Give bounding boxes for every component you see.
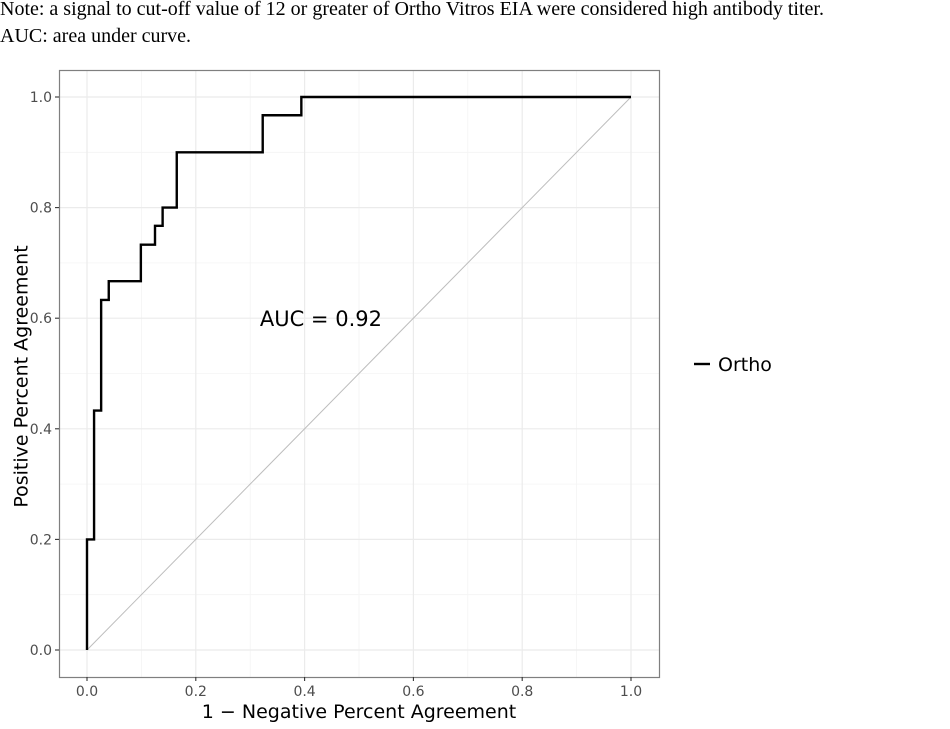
roc-curve-layer: [85, 95, 631, 650]
note-line-2: AUC: area under curve.: [0, 25, 192, 47]
legend: Ortho: [694, 354, 772, 376]
panel-border: [58, 69, 661, 679]
major-gridlines: [59, 70, 659, 677]
x-axis-title: 1 − Negative Percent Agreement: [202, 701, 516, 723]
y-tick-label: 0.0: [30, 643, 52, 659]
reference-diagonal-line: [86, 96, 632, 651]
y-tick-label: 0.4: [30, 422, 52, 438]
y-tick-label: 0.8: [30, 201, 52, 217]
minor-gridlines: [59, 70, 659, 677]
x-axis-ticks: 0.0 0.2 0.4 0.6 0.8 1.0: [76, 677, 642, 700]
x-tick-label: 1.0: [620, 684, 642, 700]
roc-curve-ortho: [85, 95, 631, 650]
y-tick-label: 1.0: [30, 90, 52, 106]
y-axis-title: Positive Percent Agreement: [11, 245, 33, 507]
y-tick-label: 0.6: [30, 311, 52, 327]
auc-annotation: AUC = 0.92: [260, 307, 382, 331]
x-tick-label: 0.6: [402, 684, 424, 700]
x-tick-label: 0.0: [76, 684, 98, 700]
x-tick-label: 0.2: [185, 684, 207, 700]
figure-note: Note: a signal to cut-off value of 12 or…: [0, 0, 948, 50]
x-tick-label: 0.4: [293, 684, 315, 700]
x-tick-label: 0.8: [511, 684, 533, 700]
note-line-1: Note: a signal to cut-off value of 12 or…: [0, 0, 824, 20]
legend-label-ortho: Ortho: [718, 354, 772, 376]
y-axis-ticks: 0.0 0.2 0.4 0.6 0.8 1.0: [30, 90, 59, 659]
reference-diagonal-layer: [86, 96, 632, 651]
y-tick-label: 0.2: [30, 532, 52, 548]
